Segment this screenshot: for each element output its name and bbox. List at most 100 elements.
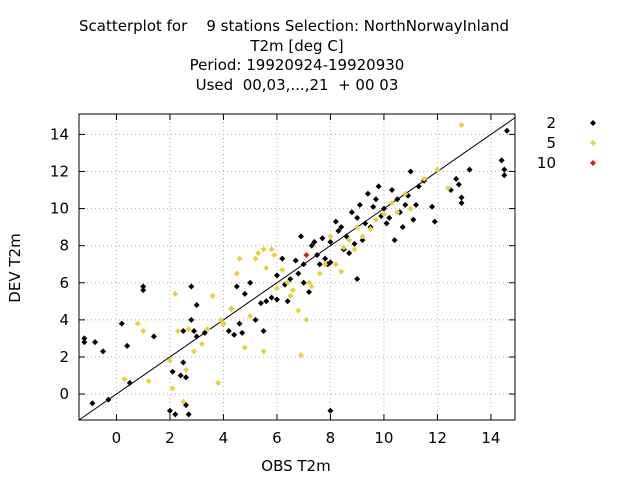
point-series-2	[300, 279, 307, 286]
data-points	[81, 122, 510, 418]
point-series-2	[182, 374, 189, 381]
point-series-5	[322, 261, 329, 268]
point-series-2	[225, 327, 232, 334]
point-series-5	[308, 283, 315, 290]
point-series-2	[252, 316, 259, 323]
point-series-2	[501, 172, 508, 179]
point-series-2	[300, 261, 307, 268]
point-series-2	[89, 400, 96, 407]
point-series-2	[501, 166, 508, 173]
point-series-5	[121, 376, 128, 383]
point-series-5	[220, 320, 227, 327]
point-series-2	[453, 175, 460, 182]
y-tick-label: 0	[59, 385, 69, 403]
point-series-2	[370, 203, 377, 210]
axis-ticks: 0 2 4 6 8 10 12 14 0 2 4 6 8 10 12 14	[50, 114, 515, 447]
point-series-2	[260, 327, 267, 334]
point-series-5	[388, 200, 395, 207]
point-series-2	[180, 327, 187, 334]
point-series-2	[335, 227, 342, 234]
point-series-2	[383, 220, 390, 227]
point-series-2	[348, 209, 355, 216]
point-series-5	[215, 379, 222, 386]
legend: 2 5 10	[537, 114, 596, 172]
point-series-5	[332, 261, 339, 268]
point-series-5	[134, 320, 141, 327]
legend-marker	[590, 160, 596, 166]
y-axis-label: DEV T2m	[6, 233, 24, 302]
point-series-5	[209, 292, 216, 299]
point-series-2	[268, 294, 275, 301]
point-series-2	[126, 379, 133, 386]
point-series-2	[284, 298, 291, 305]
point-series-2	[314, 251, 321, 258]
y-tick-label: 6	[59, 274, 69, 292]
point-series-5	[247, 313, 254, 320]
point-series-2	[191, 327, 198, 334]
point-series-2	[257, 300, 264, 307]
point-series-5	[182, 366, 189, 373]
point-series-2	[316, 261, 323, 268]
point-series-5	[273, 285, 280, 292]
point-series-2	[273, 296, 280, 303]
point-series-2	[140, 287, 147, 294]
point-series-2	[247, 279, 254, 286]
x-tick-label: 8	[326, 429, 336, 447]
point-series-2	[306, 289, 313, 296]
point-series-2	[241, 290, 248, 297]
grid	[79, 114, 515, 420]
point-series-2	[239, 329, 246, 336]
point-series-2	[380, 205, 387, 212]
point-series-2	[375, 183, 382, 190]
point-series-5	[316, 270, 323, 277]
point-series-2	[118, 320, 125, 327]
point-series-5	[268, 246, 275, 253]
point-series-5	[445, 185, 452, 192]
point-series-5	[263, 264, 270, 271]
point-series-2	[292, 257, 299, 264]
point-series-5	[284, 279, 291, 286]
point-series-2	[180, 359, 187, 366]
point-series-5	[327, 233, 334, 240]
point-series-5	[185, 326, 192, 333]
point-series-2	[322, 255, 329, 262]
x-tick-label: 4	[219, 429, 229, 447]
point-series-5	[421, 175, 428, 182]
point-series-2	[386, 214, 393, 221]
point-series-2	[351, 240, 358, 247]
point-series-5	[289, 287, 296, 294]
point-series-2	[124, 342, 131, 349]
point-series-2	[92, 339, 99, 346]
y-tick-label: 8	[59, 237, 69, 255]
point-series-2	[391, 237, 398, 244]
y-tick-label: 12	[50, 162, 69, 180]
point-series-10	[303, 251, 310, 258]
point-series-2	[415, 183, 422, 190]
point-series-2	[298, 233, 305, 240]
plot-frame	[78, 113, 516, 421]
x-tick-label: 14	[481, 429, 500, 447]
point-series-2	[388, 187, 395, 194]
point-series-5	[180, 398, 187, 405]
point-series-2	[372, 196, 379, 203]
point-series-5	[145, 378, 152, 385]
point-series-5	[354, 224, 361, 231]
legend-label: 2	[546, 114, 556, 132]
point-series-2	[287, 276, 294, 283]
point-series-2	[273, 272, 280, 279]
title-line-2: T2m [deg C]	[249, 37, 343, 55]
point-series-2	[356, 201, 363, 208]
point-series-5	[174, 327, 181, 334]
point-series-5	[252, 255, 259, 262]
point-series-5	[241, 344, 248, 351]
point-series-5	[204, 326, 211, 333]
point-series-2	[140, 283, 147, 290]
point-series-2	[413, 201, 420, 208]
point-series-2	[354, 214, 361, 221]
point-series-2	[295, 270, 302, 277]
point-series-2	[455, 181, 462, 188]
point-series-5	[217, 316, 224, 323]
point-series-2	[231, 331, 238, 338]
point-series-2	[338, 224, 345, 231]
diagonal-reference-line	[78, 117, 516, 421]
